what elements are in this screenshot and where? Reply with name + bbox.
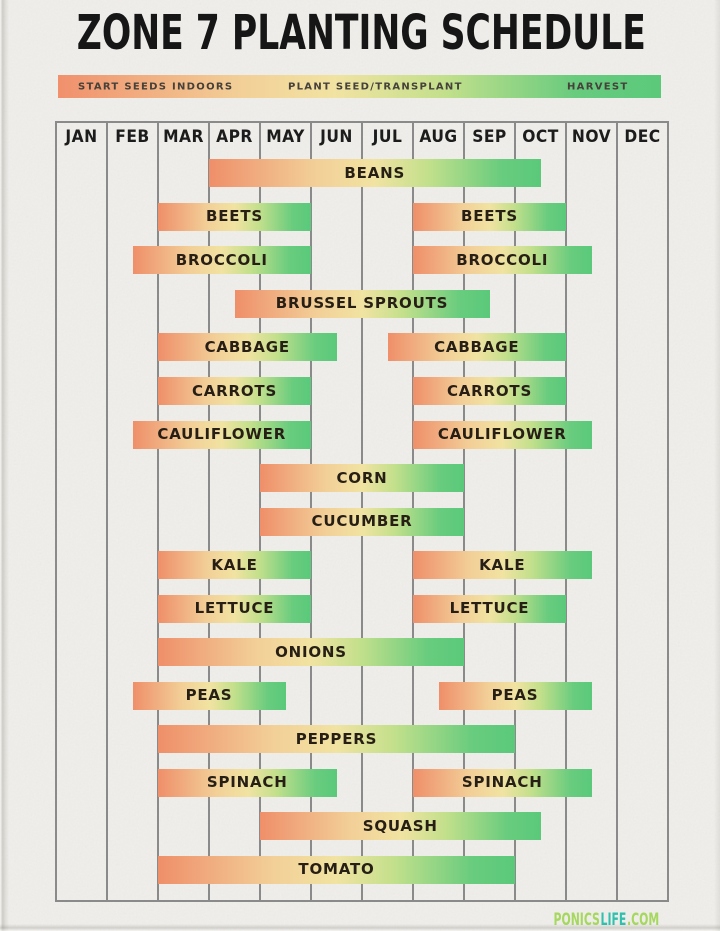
bar-label: CARROTS xyxy=(191,381,278,400)
bar-label: SPINACH xyxy=(461,773,543,792)
grid-column-line xyxy=(565,121,567,902)
bar-broccoli-2: BROCCOLI xyxy=(413,246,592,275)
bar-beets-2: BEETS xyxy=(413,202,566,231)
bar-label: PEAS xyxy=(185,686,233,705)
bar-label: BRUSSEL SPROUTS xyxy=(275,294,449,313)
bar-label: CUCUMBER xyxy=(311,512,413,531)
bar-label: BEETS xyxy=(461,207,518,226)
bar-brussel-sprouts: BRUSSEL SPROUTS xyxy=(234,289,490,318)
bar-peas-2: PEAS xyxy=(438,681,592,710)
bar-peas-1: PEAS xyxy=(132,681,286,710)
bar-corn: CORN xyxy=(260,464,464,493)
footer-logo-part-1: PONICS xyxy=(553,910,600,930)
month-label-sep: SEP xyxy=(472,127,507,146)
bar-tomato: TOMATO xyxy=(158,855,515,884)
bar-squash: SQUASH xyxy=(260,812,541,841)
bar-label: SQUASH xyxy=(362,816,438,835)
bar-kale-2: KALE xyxy=(413,551,592,580)
grid-column-line xyxy=(616,121,618,902)
grid-column-line xyxy=(667,121,669,902)
bar-cabbage-1: CABBAGE xyxy=(158,333,337,362)
bar-cabbage-2: CABBAGE xyxy=(387,333,566,362)
footer-logo-part-3: .COM xyxy=(626,910,659,930)
bar-label: SPINACH xyxy=(206,773,288,792)
bar-label: TOMATO xyxy=(298,860,375,879)
bar-label: BEANS xyxy=(344,163,406,182)
bar-label: CORN xyxy=(336,468,388,487)
bar-spinach-2: SPINACH xyxy=(413,768,592,797)
bar-label: CAULIFLOWER xyxy=(157,425,287,444)
footer-logo-part-2: LIFE xyxy=(600,910,627,930)
bar-label: CARROTS xyxy=(446,381,533,400)
bar-label: KALE xyxy=(211,555,258,574)
bar-label: CABBAGE xyxy=(434,337,520,356)
legend-label-harvest: HARVEST xyxy=(567,81,629,92)
bar-label: ONIONS xyxy=(275,642,347,661)
bar-cauliflower-1: CAULIFLOWER xyxy=(132,420,311,449)
grid-column-line xyxy=(514,121,516,902)
bar-label: PEAS xyxy=(491,686,539,705)
month-label-oct: OCT xyxy=(522,127,559,146)
grid-column-line xyxy=(463,121,465,902)
bar-label: BEETS xyxy=(206,207,263,226)
bar-onions: ONIONS xyxy=(158,638,464,667)
bar-carrots-2: CARROTS xyxy=(413,377,566,405)
bar-cauliflower-2: CAULIFLOWER xyxy=(413,420,592,449)
legend-gradient-bar: START SEEDS INDOORS PLANT SEED/TRANSPLAN… xyxy=(58,75,661,98)
grid-column-line xyxy=(208,121,210,902)
bar-label: BROCCOLI xyxy=(456,250,549,269)
month-label-jun: JUN xyxy=(320,127,353,146)
month-label-nov: NOV xyxy=(571,127,612,146)
month-label-mar: MAR xyxy=(163,127,204,146)
grid-column-line xyxy=(157,121,159,902)
bar-label: KALE xyxy=(479,555,526,574)
bar-peppers: PEPPERS xyxy=(158,725,515,754)
month-label-jul: JUL xyxy=(372,127,403,146)
bar-label: CAULIFLOWER xyxy=(437,425,567,444)
bar-lettuce-1: LETTUCE xyxy=(158,594,311,623)
bar-label: LETTUCE xyxy=(449,599,530,618)
bar-broccoli-1: BROCCOLI xyxy=(132,246,311,275)
bar-kale-1: KALE xyxy=(158,551,311,580)
month-label-may: MAY xyxy=(266,127,305,146)
bar-label: PEPPERS xyxy=(295,729,378,748)
month-label-aug: AUG xyxy=(419,127,458,146)
bar-label: LETTUCE xyxy=(194,599,275,618)
bar-beans: BEANS xyxy=(209,159,541,188)
footer-logo: PONICSLIFE.COM xyxy=(553,910,659,930)
month-label-apr: APR xyxy=(216,127,253,146)
legend-label-start-seeds-indoors: START SEEDS INDOORS xyxy=(78,81,234,92)
grid-column-line xyxy=(55,121,57,902)
legend-label-plant-seed-transplant: PLANT SEED/TRANSPLANT xyxy=(288,81,463,92)
month-label-dec: DEC xyxy=(624,127,661,146)
bar-carrots-1: CARROTS xyxy=(158,377,311,405)
month-label-feb: FEB xyxy=(115,127,150,146)
page-title: ZONE 7 PLANTING SCHEDULE xyxy=(76,5,646,61)
grid-column-line xyxy=(106,121,108,902)
bar-beets-1: BEETS xyxy=(158,202,311,231)
bar-lettuce-2: LETTUCE xyxy=(413,594,566,623)
bar-spinach-1: SPINACH xyxy=(158,768,337,797)
bar-label: BROCCOLI xyxy=(175,250,268,269)
bar-label: CABBAGE xyxy=(204,337,290,356)
month-label-jan: JAN xyxy=(65,127,98,146)
bar-cucumber: CUCUMBER xyxy=(260,507,464,536)
